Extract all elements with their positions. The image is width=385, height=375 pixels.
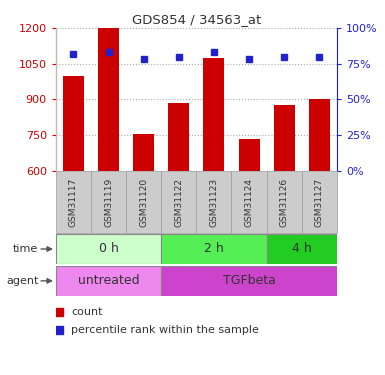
Bar	[56, 266, 161, 296]
Text: GSM31124: GSM31124	[244, 178, 254, 227]
Bar	[239, 138, 259, 171]
Text: untreated: untreated	[78, 274, 139, 287]
Bar	[274, 105, 295, 171]
Title: GDS854 / 34563_at: GDS854 / 34563_at	[132, 13, 261, 26]
Text: 0 h: 0 h	[99, 243, 119, 255]
Bar	[56, 171, 91, 232]
Bar	[196, 171, 231, 232]
Bar	[161, 266, 337, 296]
Bar	[161, 234, 266, 264]
Bar	[266, 171, 302, 232]
Text: GSM31122: GSM31122	[174, 178, 183, 227]
Bar	[266, 234, 337, 264]
Bar	[309, 99, 330, 171]
Bar	[91, 171, 126, 232]
Bar	[126, 171, 161, 232]
Bar	[63, 76, 84, 171]
Text: 4 h: 4 h	[292, 243, 311, 255]
Text: count: count	[71, 306, 103, 316]
Bar	[302, 171, 337, 232]
Text: GSM31119: GSM31119	[104, 178, 113, 227]
Text: agent: agent	[6, 276, 38, 286]
Bar	[161, 171, 196, 232]
Bar	[98, 28, 119, 171]
Text: GSM31127: GSM31127	[315, 178, 324, 227]
Text: TGFbeta: TGFbeta	[223, 274, 276, 287]
Text: 2 h: 2 h	[204, 243, 224, 255]
Bar	[231, 171, 266, 232]
Text: GSM31117: GSM31117	[69, 178, 78, 227]
Bar	[56, 234, 161, 264]
Text: GSM31120: GSM31120	[139, 178, 148, 227]
Text: percentile rank within the sample: percentile rank within the sample	[71, 325, 259, 335]
Text: GSM31126: GSM31126	[280, 178, 289, 227]
Text: time: time	[13, 244, 38, 254]
Bar	[203, 58, 224, 171]
Bar	[168, 103, 189, 171]
Text: GSM31123: GSM31123	[209, 178, 218, 227]
Bar	[133, 134, 154, 171]
